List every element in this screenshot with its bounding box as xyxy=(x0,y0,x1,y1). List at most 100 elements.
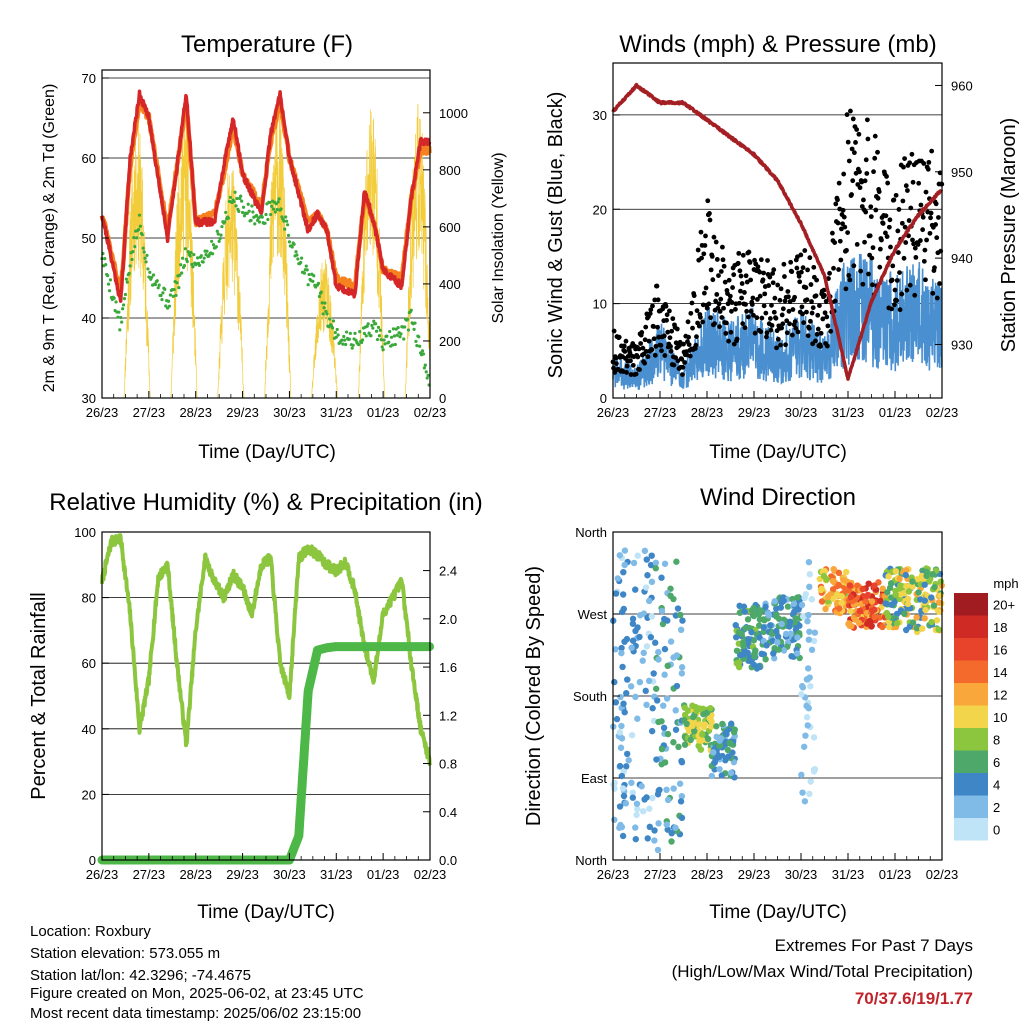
direction-point xyxy=(733,647,741,654)
gust-point xyxy=(647,311,653,317)
direction-point xyxy=(774,633,782,640)
direction-point xyxy=(639,657,646,664)
dewpoint-point xyxy=(255,213,259,218)
direction-point xyxy=(640,649,647,657)
direction-point xyxy=(716,765,723,773)
direction-point xyxy=(630,559,638,567)
direction-point xyxy=(611,816,618,823)
direction-point xyxy=(786,618,794,625)
direction-point xyxy=(673,652,681,659)
dewpoint-point xyxy=(409,308,413,312)
sonic-wind-series xyxy=(612,253,943,391)
dewpoint-point xyxy=(183,247,188,251)
gust-point xyxy=(726,277,732,283)
dewpoint-point xyxy=(241,205,246,209)
direction-point xyxy=(634,552,641,559)
direction-point xyxy=(634,624,641,631)
direction-point xyxy=(883,609,890,617)
temp-y-tick-label: 40 xyxy=(82,311,96,326)
gust-point xyxy=(866,271,871,277)
wind-y-tick-label: 20 xyxy=(593,202,607,217)
direction-point xyxy=(774,639,781,646)
dewpoint-point xyxy=(180,271,184,275)
direction-point xyxy=(745,635,752,643)
gust-point xyxy=(780,321,786,327)
gust-point xyxy=(633,371,639,377)
gust-point xyxy=(720,257,726,263)
direction-point xyxy=(805,611,812,619)
direction-point xyxy=(896,575,903,583)
direction-point xyxy=(804,665,812,672)
direction-point xyxy=(643,701,650,709)
gust-point xyxy=(845,139,851,145)
gust-point xyxy=(769,323,775,328)
gust-point xyxy=(667,308,672,314)
dewpoint-point xyxy=(171,294,175,298)
gust-point xyxy=(792,294,798,300)
dewpoint-point xyxy=(117,310,121,314)
dewpoint-point xyxy=(164,304,168,308)
temp-y2-tick-label: 800 xyxy=(439,163,461,178)
dewpoint-point xyxy=(333,330,337,335)
direction-point xyxy=(618,722,625,730)
gust-point xyxy=(761,303,767,309)
dewpoint-point xyxy=(131,250,135,254)
direction-point xyxy=(921,581,928,588)
precip-series xyxy=(97,642,434,865)
rh-xtick-label: 28/23 xyxy=(179,867,212,882)
direction-point xyxy=(862,598,869,605)
gust-point xyxy=(813,293,819,299)
gust-point xyxy=(847,277,853,283)
direction-point xyxy=(793,650,801,657)
direction-point xyxy=(806,583,813,591)
gust-point xyxy=(655,297,661,303)
gust-point xyxy=(893,192,899,198)
gust-point xyxy=(804,309,809,315)
direction-point xyxy=(817,586,825,594)
gust-point xyxy=(774,345,779,351)
gust-point xyxy=(645,354,651,360)
direction-point xyxy=(706,715,713,722)
gust-point xyxy=(649,347,655,353)
gust-point xyxy=(836,180,842,186)
gust-point xyxy=(784,318,790,324)
direction-point xyxy=(909,619,917,626)
gust-point xyxy=(844,247,849,253)
direction-point xyxy=(620,568,627,576)
direction-point xyxy=(658,745,666,753)
dewpoint-point xyxy=(145,253,149,258)
dir-y-tick-label: West xyxy=(578,607,608,622)
direction-point xyxy=(612,646,619,653)
dewpoint-point xyxy=(322,306,326,310)
gust-point xyxy=(798,252,804,258)
direction-point xyxy=(664,662,671,670)
dewpoint-point xyxy=(364,334,368,338)
humidity-ylabel: Percent & Total Rainfall xyxy=(28,592,50,800)
wind-xtick-label: 28/23 xyxy=(691,405,724,420)
direction-point xyxy=(672,726,680,733)
dewpoint-point xyxy=(175,281,179,285)
direction-point xyxy=(678,670,686,677)
gust-point xyxy=(757,293,763,299)
gust-point xyxy=(688,310,694,316)
gust-point xyxy=(846,273,852,278)
direction-point xyxy=(619,832,627,840)
dewpoint-point xyxy=(335,327,339,332)
direction-point xyxy=(864,620,871,627)
dewpoint-point xyxy=(163,287,167,291)
gust-point xyxy=(643,324,649,330)
direction-point xyxy=(629,789,636,796)
direction-point xyxy=(678,664,686,671)
direction-point xyxy=(921,597,928,604)
dewpoint-point xyxy=(395,333,399,337)
gust-point xyxy=(788,259,794,265)
gust-point xyxy=(857,169,862,175)
direction-point xyxy=(736,602,743,610)
gust-point xyxy=(670,316,676,322)
direction-point xyxy=(629,620,637,627)
direction-point xyxy=(923,568,930,575)
gust-point xyxy=(837,238,843,244)
direction-point xyxy=(935,599,943,606)
gust-point xyxy=(842,224,848,230)
gust-point xyxy=(763,310,769,316)
